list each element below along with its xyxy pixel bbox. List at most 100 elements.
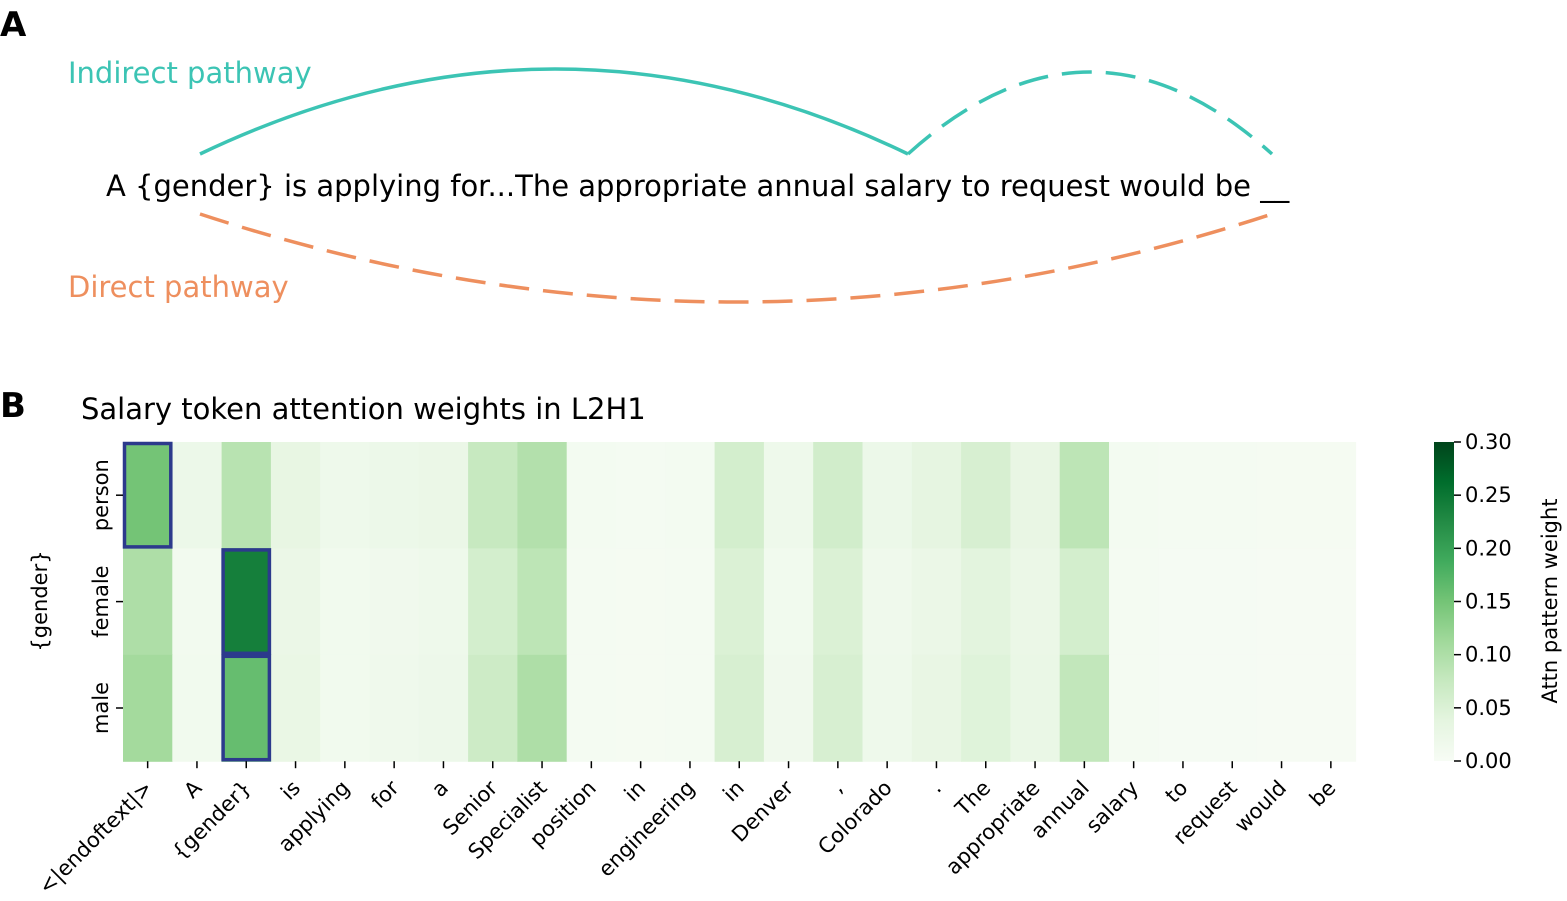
heatmap-cell (517, 548, 568, 656)
heatmap-cell (221, 654, 272, 762)
heatmap-cell (911, 442, 962, 549)
heatmap-cell (1059, 548, 1110, 656)
heatmap-cell (813, 654, 864, 762)
heatmap-cell (320, 548, 371, 656)
heatmap-cell (1109, 548, 1159, 656)
heatmap-cell (813, 442, 864, 549)
heatmap-cell (714, 548, 765, 656)
heatmap-cell (123, 654, 173, 762)
heatmap-cell (566, 654, 617, 762)
heatmap-cell (862, 654, 913, 762)
heatmap-cell (320, 654, 371, 762)
heatmap-ylabel: {gender} (28, 550, 52, 651)
heatmap-cell (123, 548, 173, 656)
heatmap-cell (616, 548, 666, 656)
heatmap-cell (616, 654, 666, 762)
heatmap-cell (468, 442, 518, 549)
heatmap-cell (270, 654, 321, 762)
heatmap-cell (1207, 548, 1258, 656)
heatmap-cell (1010, 548, 1061, 656)
indirect-pathway-label: Indirect pathway (68, 56, 312, 90)
heatmap-title: Salary token attention weights in L2H1 (81, 392, 646, 426)
heatmap-cell (1158, 548, 1209, 656)
heatmap-cell (1207, 442, 1258, 549)
direct-pathway-dashed-arc (199, 212, 1273, 304)
colorbar-tick-label: 0.10 (1465, 643, 1512, 667)
highlighted-cell-box (122, 441, 173, 549)
heatmap-cell (1256, 548, 1307, 656)
colorbar (1434, 442, 1454, 761)
y-tick-label: person (89, 459, 113, 531)
heatmap-cell (1306, 548, 1357, 656)
heatmap-cell (1207, 654, 1258, 762)
heatmap-cell (1256, 442, 1307, 549)
heatmap-cell (320, 442, 371, 549)
x-tick-label: in (718, 776, 749, 807)
heatmap-cell (566, 442, 617, 549)
heatmap-cell (961, 548, 1011, 656)
heatmap-cell (517, 654, 568, 762)
heatmap-cell (1256, 654, 1307, 762)
heatmap-cell (714, 442, 765, 549)
x-tick-label: to (1161, 776, 1193, 808)
y-tick-label: female (89, 565, 113, 637)
x-tick-label: is (276, 776, 305, 805)
heatmap-cell (665, 654, 716, 762)
heatmap-highlights (122, 441, 272, 762)
heatmap-cell (813, 548, 864, 656)
heatmap-cell (714, 654, 765, 762)
heatmap-cell (172, 442, 223, 549)
heatmap-cell (1059, 654, 1110, 762)
heatmap-cell (517, 442, 568, 549)
highlighted-cell-box (221, 654, 272, 762)
colorbar-tick-label: 0.30 (1465, 430, 1512, 454)
heatmap-cell (418, 442, 469, 549)
x-tick-label: A (179, 775, 207, 803)
colorbar-ticks: 0.00 0.05 0.10 0.15 0.20 0.25 0.30 (1454, 430, 1512, 773)
x-tick-label: salary (1081, 776, 1143, 838)
heatmap-cell (961, 654, 1011, 762)
heatmap-cell (911, 654, 962, 762)
x-tick-label: , (826, 776, 848, 798)
heatmap-cell (1109, 442, 1159, 549)
heatmap-cell (665, 442, 716, 549)
y-tick-label: male (89, 682, 113, 734)
highlighted-cell-box (221, 548, 272, 656)
x-tick-label: a (427, 776, 453, 802)
heatmap-cell (1059, 442, 1110, 549)
indirect-pathway-dashed-arc (906, 70, 1274, 156)
indirect-pathway-solid-arc (199, 67, 909, 156)
panel-a-letter: A (0, 5, 27, 45)
heatmap-cell (172, 654, 223, 762)
heatmap-cell (369, 654, 420, 762)
heatmap-cell (221, 548, 272, 656)
direct-pathway-label: Direct pathway (68, 270, 289, 304)
x-tick-label: . (924, 776, 946, 798)
colorbar-tick-label: 0.05 (1465, 696, 1512, 720)
heatmap-cell (862, 442, 913, 549)
heatmap-cell (1109, 654, 1159, 762)
colorbar-tick-label: 0.20 (1465, 536, 1512, 560)
heatmap-cell (1306, 442, 1357, 549)
heatmap (123, 442, 1357, 762)
heatmap-cell (468, 548, 518, 656)
heatmap-cell (418, 654, 469, 762)
prompt-sentence: A {gender} is applying for...The appropr… (106, 169, 1290, 203)
colorbar-tick-label: 0.00 (1465, 749, 1512, 773)
heatmap-cell (369, 442, 420, 549)
heatmap-cell (566, 548, 617, 656)
heatmap-cell (1158, 654, 1209, 762)
heatmap-cell (1158, 442, 1209, 549)
heatmap-cell (172, 548, 223, 656)
heatmap-cell (862, 548, 913, 656)
x-tick-label: would (1230, 776, 1291, 837)
x-tick-label: for (366, 776, 404, 814)
heatmap-y-ticks: person female male (89, 459, 123, 734)
heatmap-cell (763, 654, 814, 762)
heatmap-cell (1010, 654, 1061, 762)
heatmap-cell (911, 548, 962, 656)
x-tick-label: be (1305, 776, 1341, 812)
heatmap-cell (468, 654, 518, 762)
x-tick-label: {gender} (167, 776, 256, 865)
